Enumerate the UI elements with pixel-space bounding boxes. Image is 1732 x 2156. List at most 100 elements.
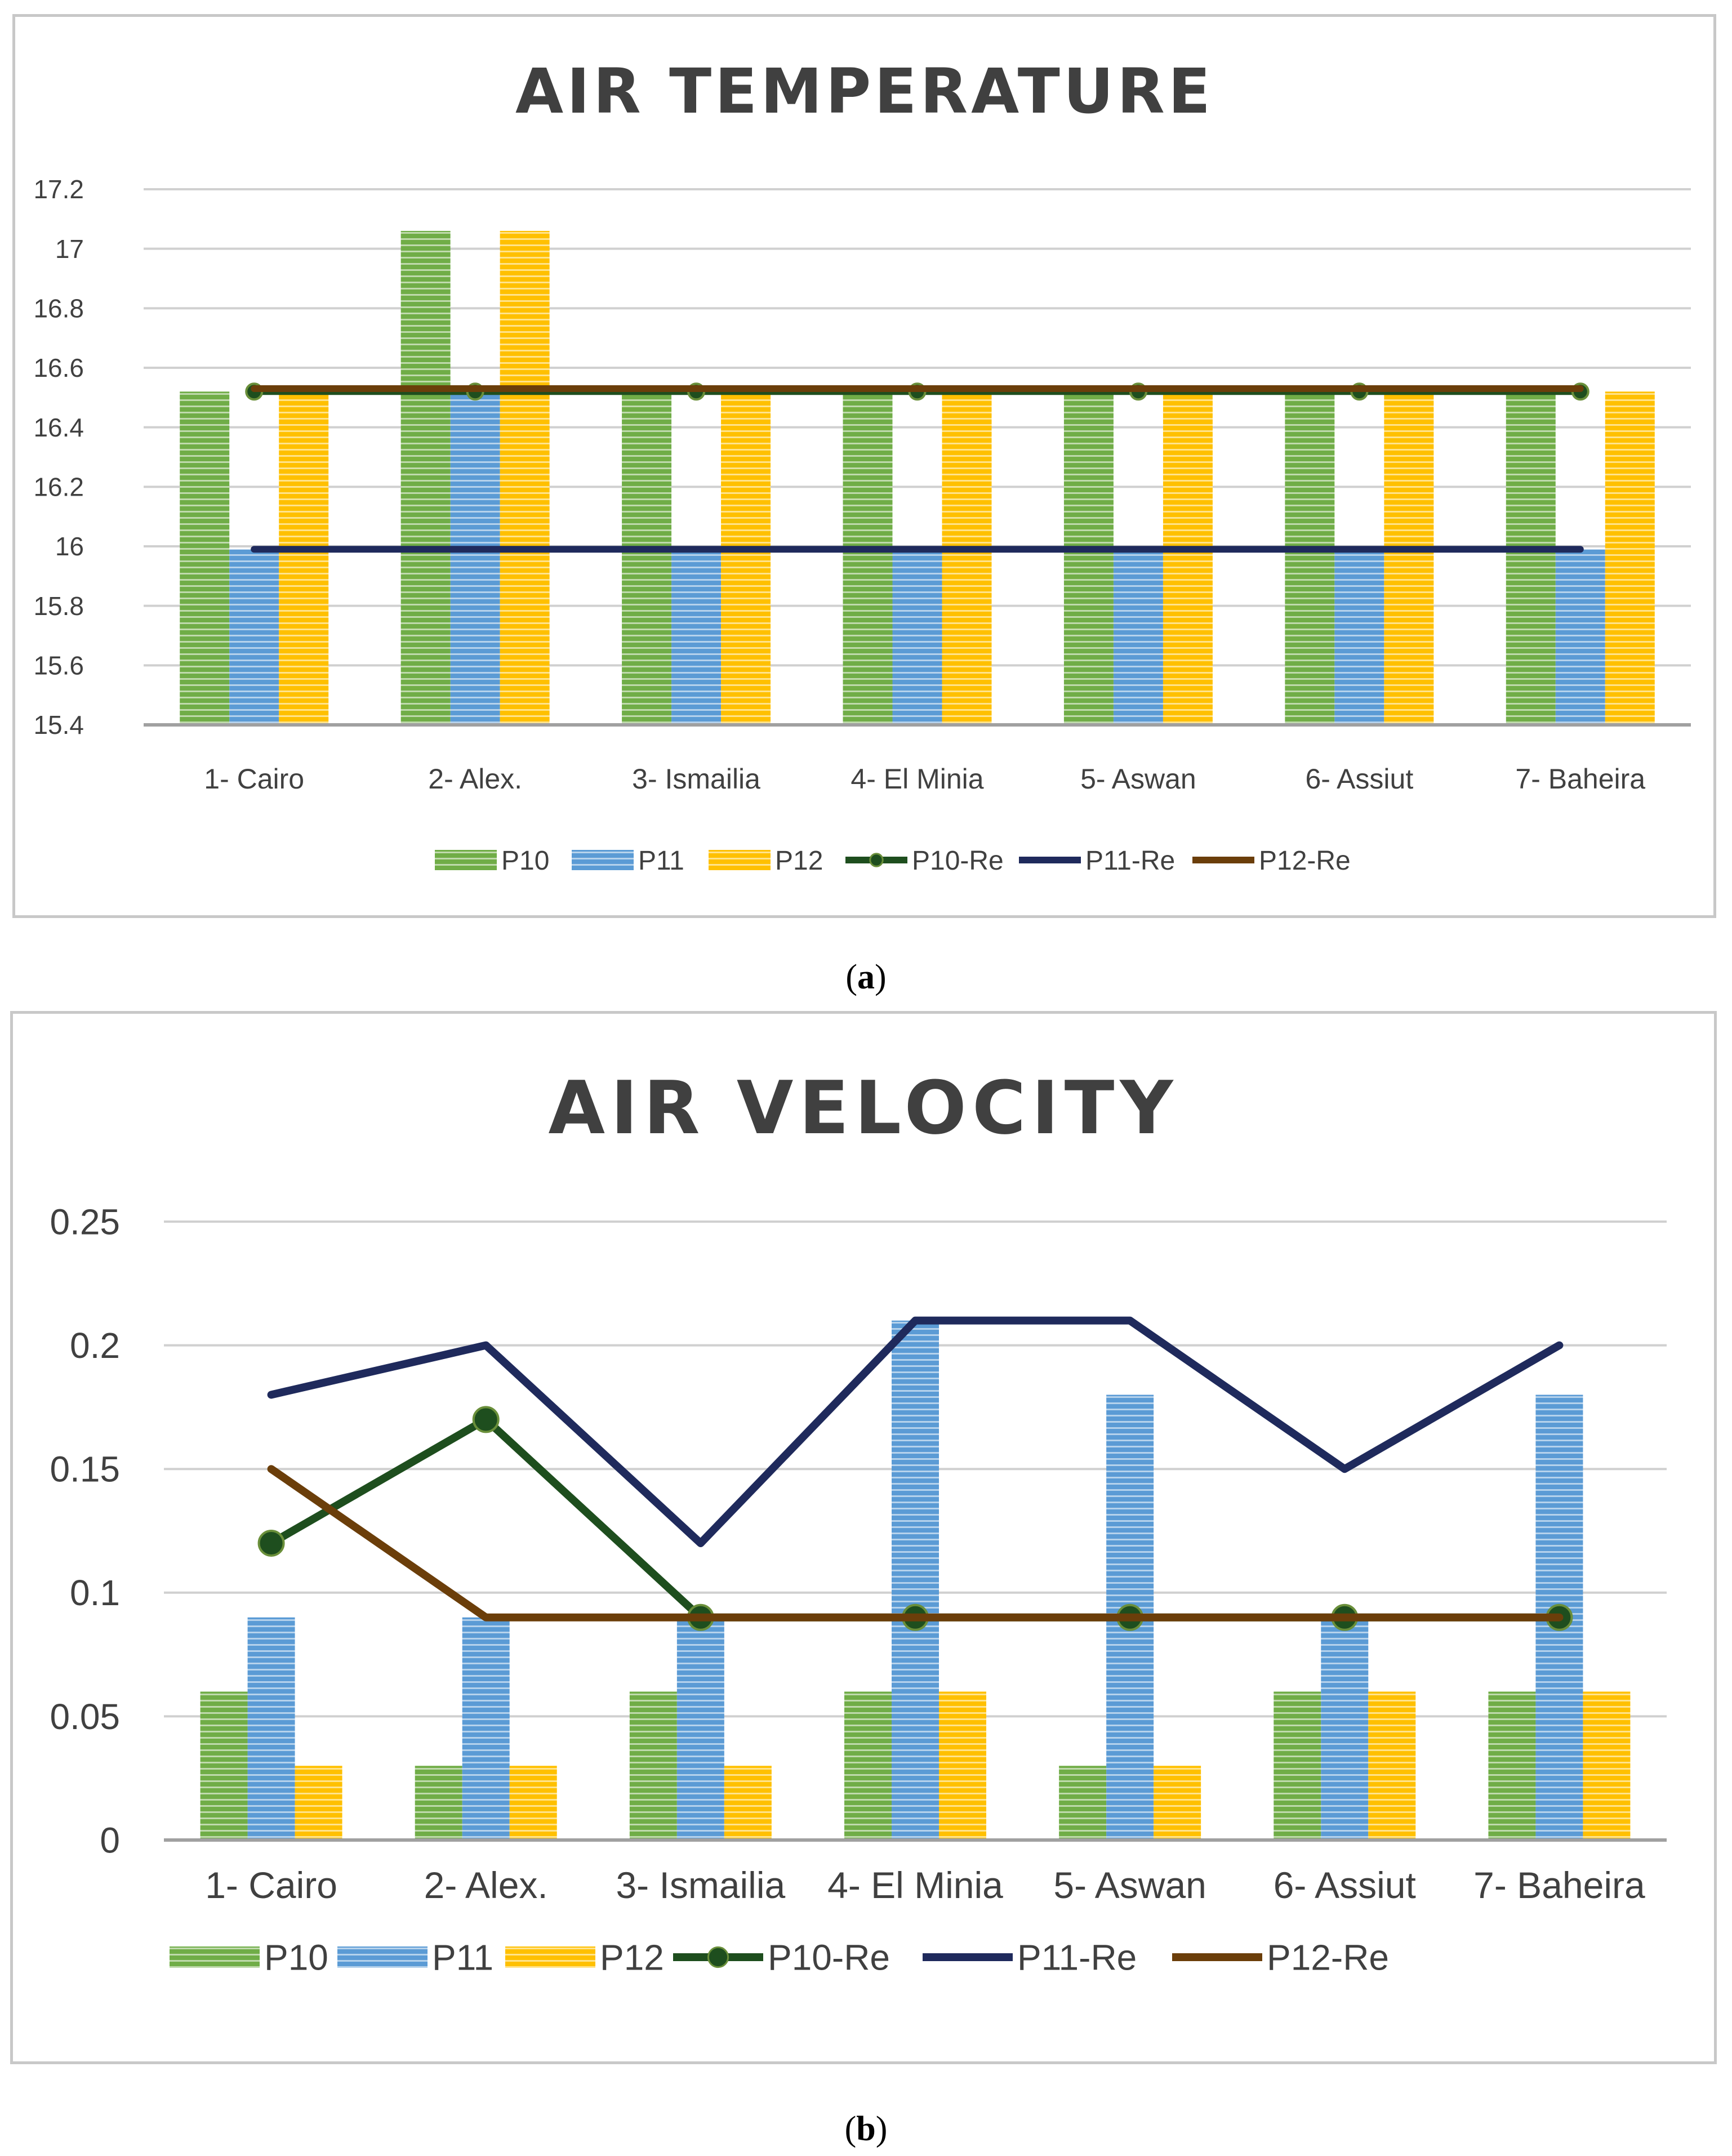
y-tick-label: 17.2 [33, 175, 84, 204]
legend-label: P10-Re [768, 1937, 890, 1977]
bar-p12-5-aswan [1163, 391, 1213, 725]
bar-p11-2-alex [450, 391, 500, 725]
y-tick-label: 16.6 [33, 353, 84, 382]
legend-swatch [337, 1946, 428, 1968]
y-tick-label: 16 [55, 532, 84, 561]
legend-item-p12-re: P12-Re [1192, 846, 1351, 876]
bar-p12-6-assiut [1384, 391, 1434, 725]
legend-item-p11-re: P11-Re [1019, 846, 1175, 876]
legend-item-p12-re: P12-Re [1172, 1937, 1389, 1977]
bar-p10-2-alex [400, 230, 451, 725]
legend-swatch [572, 850, 634, 870]
bar-p10-1-cairo [200, 1691, 248, 1840]
bar-p12-1-cairo [295, 1766, 342, 1840]
bar-p10-7-baheira [1506, 391, 1556, 725]
bar-p12-7-baheira [1583, 1691, 1631, 1840]
legend-marker [707, 1946, 729, 1968]
legend-item-p11: P11 [337, 1937, 493, 1977]
legend-swatch [170, 1946, 260, 1968]
legend-swatch [709, 850, 771, 870]
bar-p11-4-el-minia [892, 1320, 939, 1840]
bar-p11-1-cairo [229, 549, 279, 725]
bar-p11-3-ismailia [671, 549, 722, 725]
bar-p11-5-aswan [1113, 549, 1163, 725]
legend-label: P12-Re [1259, 846, 1351, 876]
bar-p12-2-alex [500, 230, 550, 725]
x-tick-label: 7- Baheira [1515, 763, 1645, 795]
legend-label: P12 [775, 846, 823, 876]
x-tick-label: 6- Assiut [1305, 763, 1413, 795]
bar-p10-6-assiut [1274, 1691, 1321, 1840]
y-tick-label: 17 [55, 234, 84, 264]
bar-p12-1-cairo [279, 391, 329, 725]
bar-p10-2-alex [415, 1766, 462, 1840]
bar-p10-7-baheira [1488, 1691, 1536, 1840]
y-tick-label: 15.8 [33, 591, 84, 621]
legend-label: P10 [264, 1937, 328, 1977]
legend-marker [869, 853, 884, 867]
y-tick-label: 0 [100, 1820, 120, 1860]
bar-p12-2-alex [509, 1766, 557, 1840]
x-tick-label: 5- Aswan [1080, 763, 1196, 795]
legend-item-p10: P10 [170, 1937, 328, 1977]
x-tick-label: 4- El Minia [851, 763, 983, 795]
air-temperature-chart: AIR TEMPERATURE 17.2 17 16.8 16.6 16.4 16.2 16 1… [33, 55, 1691, 876]
chart-panel-air-temperature: AIR TEMPERATURE 17.2 17 16.8 16.6 16.4 16.2 16 1… [12, 14, 1716, 918]
legend-item-p11-re: P11-Re [923, 1937, 1137, 1977]
x-tick-label: 5- Aswan [1053, 1864, 1206, 1906]
y-tick-label: 15.6 [33, 651, 84, 680]
bar-p10-6-assiut [1285, 391, 1335, 725]
chart-panel-air-velocity: AIR VELOCITY 0.25 0.2 0.15 0.1 0.05 0 1- Cairo 2… [10, 1011, 1717, 2064]
y-tick-label: 0.05 [50, 1696, 120, 1737]
legend-label: P12-Re [1267, 1937, 1389, 1977]
bar-p10-4-el-minia [843, 391, 893, 725]
line-p11-re [267, 1316, 1564, 1547]
legend-label: P12 [600, 1937, 664, 1977]
air-velocity-chart: AIR VELOCITY 0.25 0.2 0.15 0.1 0.05 0 1- Cairo 2… [50, 1065, 1667, 1977]
bar-p11-6-assiut [1334, 549, 1384, 725]
x-tick-label: 6- Assiut [1274, 1864, 1416, 1906]
x-tick-label: 4- El Minia [827, 1864, 1003, 1906]
bar-p12-3-ismailia [724, 1766, 772, 1840]
caption-b-letter: b [856, 2110, 876, 2148]
legend-item-p10: P10 [435, 846, 549, 876]
bar-p12-3-ismailia [721, 391, 771, 725]
legend-swatch [435, 850, 497, 870]
line-p12-re [267, 1465, 1564, 1622]
y-tick-label: 0.2 [70, 1325, 120, 1366]
x-tick-label: 2- Alex. [424, 1864, 548, 1906]
caption-b: (b) [844, 2110, 888, 2148]
legend-label: P11-Re [1085, 846, 1175, 876]
legend-label: P11-Re [1017, 1937, 1137, 1977]
legend-label: P10 [501, 846, 549, 876]
legend-label: P11 [432, 1937, 493, 1977]
legend-item-p10-re: P10-Re [845, 846, 1004, 876]
bar-p12-4-el-minia [939, 1691, 986, 1840]
x-tick-label: 3- Ismailia [616, 1864, 785, 1906]
y-tick-label: 16.4 [33, 413, 84, 442]
x-tick-label: 2- Alex. [428, 763, 522, 795]
x-tick-label: 7- Baheira [1473, 1864, 1645, 1906]
bar-p10-1-cairo [180, 391, 230, 725]
bar-p12-5-aswan [1154, 1766, 1201, 1840]
caption-a-letter: a [857, 958, 875, 996]
chart-title: AIR TEMPERATURE [515, 55, 1214, 127]
legend-label: P11 [638, 846, 684, 876]
y-tick-label: 16.8 [33, 293, 84, 323]
caption-a: (a) [845, 958, 887, 996]
bar-p10-5-aswan [1059, 1766, 1107, 1840]
legend-item-p11: P11 [572, 846, 684, 876]
bar-p12-7-baheira [1605, 391, 1655, 725]
bar-p11-7-baheira [1555, 549, 1605, 725]
legend-item-p10-re: P10-Re [673, 1937, 890, 1977]
x-tick-label: 1- Cairo [204, 763, 304, 795]
marker-p10-re-2-alex [472, 1406, 500, 1433]
marker-p10-re-1-cairo [257, 1529, 285, 1557]
bar-p10-5-aswan [1063, 391, 1114, 725]
x-tick-label: 1- Cairo [205, 1864, 337, 1906]
bar-p11-3-ismailia [676, 1617, 724, 1840]
bar-p11-2-alex [462, 1617, 510, 1840]
bar-p11-1-cairo [247, 1617, 295, 1840]
legend-swatch [505, 1946, 595, 1968]
bar-p11-6-assiut [1321, 1617, 1369, 1840]
